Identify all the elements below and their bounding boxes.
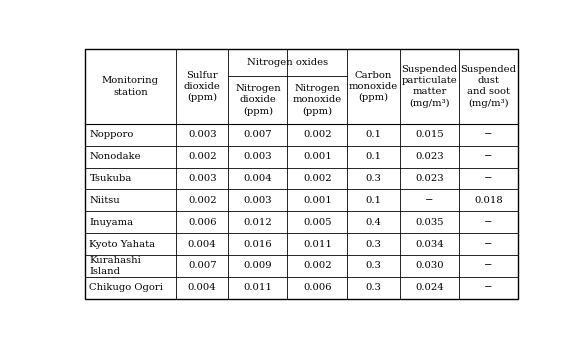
Text: 0.011: 0.011 <box>303 239 332 249</box>
Text: 0.018: 0.018 <box>474 196 503 205</box>
Text: Nitrogen
dioxide
(ppm): Nitrogen dioxide (ppm) <box>235 84 281 116</box>
Text: 0.002: 0.002 <box>188 196 216 205</box>
Text: 0.003: 0.003 <box>243 196 272 205</box>
Text: Nitrogen
monoxide
(ppm): Nitrogen monoxide (ppm) <box>293 84 342 116</box>
Text: 0.1: 0.1 <box>366 152 382 161</box>
Text: 0.3: 0.3 <box>366 239 382 249</box>
Text: 0.001: 0.001 <box>303 152 332 161</box>
Text: Niitsu: Niitsu <box>89 196 120 205</box>
Text: 0.005: 0.005 <box>303 218 332 227</box>
Text: −: − <box>484 283 493 292</box>
Text: 0.006: 0.006 <box>303 283 332 292</box>
Text: 0.012: 0.012 <box>243 218 272 227</box>
Text: Tsukuba: Tsukuba <box>89 174 132 183</box>
Text: 0.3: 0.3 <box>366 283 382 292</box>
Text: Suspended
dust
and soot
(mg/m³): Suspended dust and soot (mg/m³) <box>460 65 516 108</box>
Text: 0.1: 0.1 <box>366 196 382 205</box>
Text: 0.3: 0.3 <box>366 174 382 183</box>
Text: Nonodake: Nonodake <box>89 152 141 161</box>
Text: 0.015: 0.015 <box>415 130 444 139</box>
Text: −: − <box>484 130 493 139</box>
Text: Suspended
particulate
matter
(mg/m³): Suspended particulate matter (mg/m³) <box>402 65 457 108</box>
Text: Monitoring
station: Monitoring station <box>102 76 159 97</box>
Text: 0.035: 0.035 <box>415 218 444 227</box>
Text: Sulfur
dioxide
(ppm): Sulfur dioxide (ppm) <box>184 71 220 102</box>
Text: Chikugo Ogori: Chikugo Ogori <box>89 283 163 292</box>
Text: 0.009: 0.009 <box>243 261 272 270</box>
Text: 0.007: 0.007 <box>243 130 272 139</box>
Text: 0.007: 0.007 <box>188 261 216 270</box>
Text: −: − <box>425 196 433 205</box>
Text: 0.002: 0.002 <box>303 174 332 183</box>
Text: 0.004: 0.004 <box>243 174 272 183</box>
Text: 0.001: 0.001 <box>303 196 332 205</box>
Text: Kurahashi
Island: Kurahashi Island <box>89 256 141 276</box>
Text: 0.003: 0.003 <box>243 152 272 161</box>
Text: 0.011: 0.011 <box>243 283 272 292</box>
Text: −: − <box>484 239 493 249</box>
Text: 0.023: 0.023 <box>415 152 444 161</box>
Text: 0.030: 0.030 <box>415 261 444 270</box>
Text: 0.024: 0.024 <box>415 283 444 292</box>
Text: Inuyama: Inuyama <box>89 218 133 227</box>
Text: 0.4: 0.4 <box>366 218 382 227</box>
Text: 0.3: 0.3 <box>366 261 382 270</box>
Text: 0.1: 0.1 <box>366 130 382 139</box>
Text: 0.004: 0.004 <box>188 283 216 292</box>
Text: −: − <box>484 174 493 183</box>
Text: 0.023: 0.023 <box>415 174 444 183</box>
Text: Carbon
monoxide
(ppm): Carbon monoxide (ppm) <box>349 71 398 102</box>
Text: Kyoto Yahata: Kyoto Yahata <box>89 239 156 249</box>
Text: 0.004: 0.004 <box>188 239 216 249</box>
Text: −: − <box>484 261 493 270</box>
Text: Nopporo: Nopporo <box>89 130 134 139</box>
Text: 0.034: 0.034 <box>415 239 444 249</box>
Text: −: − <box>484 218 493 227</box>
Text: 0.002: 0.002 <box>303 130 332 139</box>
Text: 0.002: 0.002 <box>303 261 332 270</box>
Text: 0.003: 0.003 <box>188 130 216 139</box>
Text: 0.003: 0.003 <box>188 174 216 183</box>
Text: 0.016: 0.016 <box>243 239 272 249</box>
Text: Nitrogen oxides: Nitrogen oxides <box>248 58 329 67</box>
Text: 0.006: 0.006 <box>188 218 216 227</box>
Text: −: − <box>484 152 493 161</box>
Text: 0.002: 0.002 <box>188 152 216 161</box>
